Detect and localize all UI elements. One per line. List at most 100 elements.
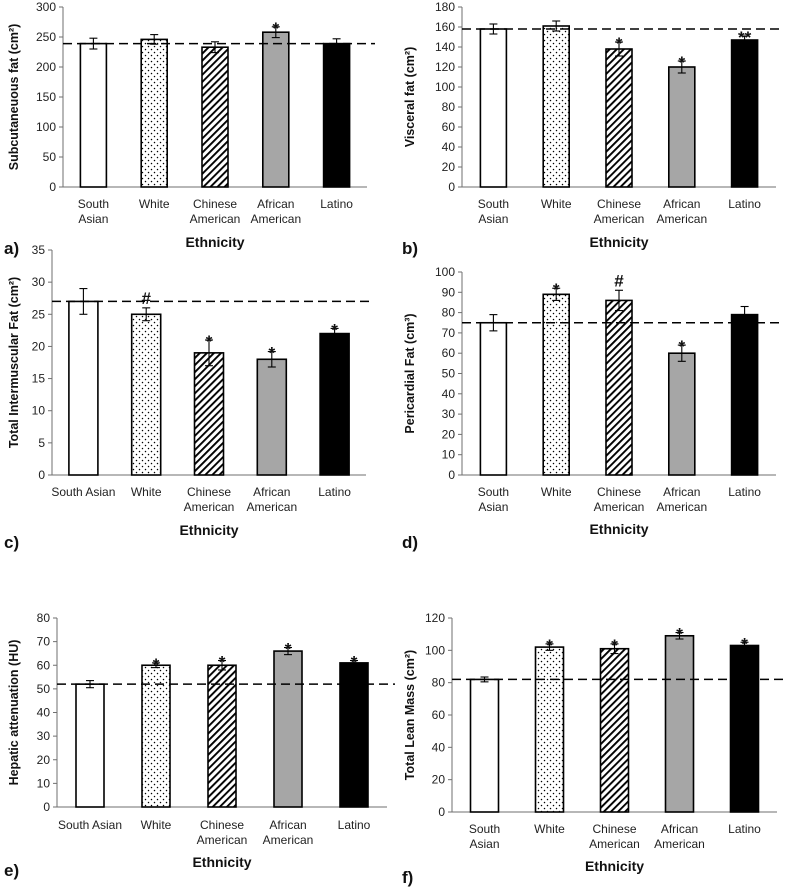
- bar: [479, 28, 508, 188]
- bar: [130, 313, 162, 476]
- significance-marker: *: [331, 320, 338, 339]
- y-tick-label: 20: [442, 160, 456, 174]
- category-label: African: [663, 485, 700, 499]
- y-tick-label: 80: [37, 611, 51, 625]
- x-axis-label: Ethnicity: [585, 858, 644, 874]
- bar: [469, 678, 500, 813]
- category-label: American: [190, 212, 241, 226]
- y-tick-label: 50: [43, 150, 57, 164]
- y-tick-label: 250: [36, 30, 56, 44]
- y-tick-label: 50: [442, 367, 456, 381]
- category-label: Chinese: [597, 485, 641, 499]
- category-label: Chinese: [592, 822, 636, 836]
- significance-marker: *: [206, 332, 213, 351]
- y-tick-label: 25: [32, 307, 46, 321]
- y-axis-label: Visceral fat (cm²): [403, 47, 417, 148]
- y-tick-label: 0: [49, 180, 56, 194]
- category-label: African: [269, 818, 306, 832]
- category-label: Chinese: [187, 485, 231, 499]
- y-tick-label: 100: [425, 643, 445, 657]
- y-tick-label: 50: [37, 682, 51, 696]
- category-label: White: [131, 485, 162, 499]
- category-label: South: [469, 822, 500, 836]
- category-label: African: [661, 822, 698, 836]
- y-tick-label: 60: [432, 708, 446, 722]
- category-label: African: [253, 485, 290, 499]
- category-label: White: [541, 197, 572, 211]
- significance-marker: *: [611, 636, 618, 655]
- y-tick-label: 35: [32, 243, 46, 257]
- category-label: American: [654, 837, 705, 851]
- significance-marker: *: [351, 653, 358, 672]
- category-label: Latino: [728, 197, 761, 211]
- significance-marker: *: [678, 337, 685, 356]
- y-tick-label: 0: [448, 468, 455, 482]
- significance-marker: *: [676, 625, 683, 644]
- category-label: American: [656, 212, 707, 226]
- y-tick-label: 40: [442, 140, 456, 154]
- y-tick-label: 5: [38, 436, 45, 450]
- significance-marker: #: [141, 289, 151, 308]
- panel-label: c): [4, 533, 19, 552]
- category-label: South: [478, 197, 509, 211]
- category-label: American: [656, 500, 707, 514]
- y-tick-label: 100: [36, 120, 56, 134]
- category-label: Chinese: [597, 197, 641, 211]
- bar: [322, 42, 351, 188]
- category-label: American: [184, 500, 235, 514]
- significance-marker: *: [741, 634, 748, 653]
- bar: [667, 66, 696, 188]
- bar: [256, 358, 288, 476]
- significance-marker: *: [678, 53, 685, 72]
- significance-marker: *: [553, 280, 560, 299]
- category-label: American: [246, 500, 297, 514]
- y-tick-label: 20: [37, 753, 51, 767]
- bar: [479, 321, 508, 476]
- x-axis-label: Ethnicity: [179, 522, 238, 538]
- bar: [75, 683, 105, 808]
- panel-label: a): [4, 239, 19, 258]
- significance-marker: *: [546, 636, 553, 655]
- category-label: Chinese: [193, 197, 237, 211]
- panel-label: f): [402, 868, 413, 887]
- category-label: American: [594, 500, 645, 514]
- chart-panel-f: 020406080100120SouthAsian*White*ChineseA…: [402, 611, 785, 887]
- category-label: South Asian: [58, 818, 122, 832]
- bar: [542, 293, 571, 476]
- bar: [729, 644, 760, 813]
- y-tick-label: 120: [435, 60, 455, 74]
- y-axis-label: Total Intermuscular Fat (cm²): [7, 277, 21, 448]
- bar: [141, 664, 171, 808]
- y-tick-label: 10: [442, 448, 456, 462]
- y-tick-label: 40: [432, 740, 446, 754]
- panel-label: b): [402, 239, 418, 258]
- bar: [261, 31, 290, 188]
- category-label: Latino: [320, 197, 353, 211]
- category-label: South: [78, 197, 109, 211]
- bar: [273, 650, 303, 808]
- y-tick-label: 30: [37, 729, 51, 743]
- category-label: White: [139, 197, 170, 211]
- y-tick-label: 120: [425, 611, 445, 625]
- bar: [534, 646, 565, 813]
- y-tick-label: 40: [442, 387, 456, 401]
- y-tick-label: 15: [32, 372, 46, 386]
- bar: [599, 647, 630, 813]
- y-tick-label: 60: [442, 346, 456, 360]
- x-axis-label: Ethnicity: [589, 521, 648, 537]
- y-tick-label: 20: [32, 339, 46, 353]
- bar: [68, 300, 99, 476]
- x-axis-label: Ethnicity: [192, 854, 251, 870]
- category-label: South: [478, 485, 509, 499]
- y-tick-label: 160: [435, 20, 455, 34]
- bar: [664, 634, 695, 813]
- bar: [605, 299, 633, 476]
- y-tick-label: 80: [432, 676, 446, 690]
- y-tick-label: 30: [32, 275, 46, 289]
- category-label: Latino: [728, 485, 761, 499]
- bar: [201, 46, 229, 188]
- category-label: White: [534, 822, 565, 836]
